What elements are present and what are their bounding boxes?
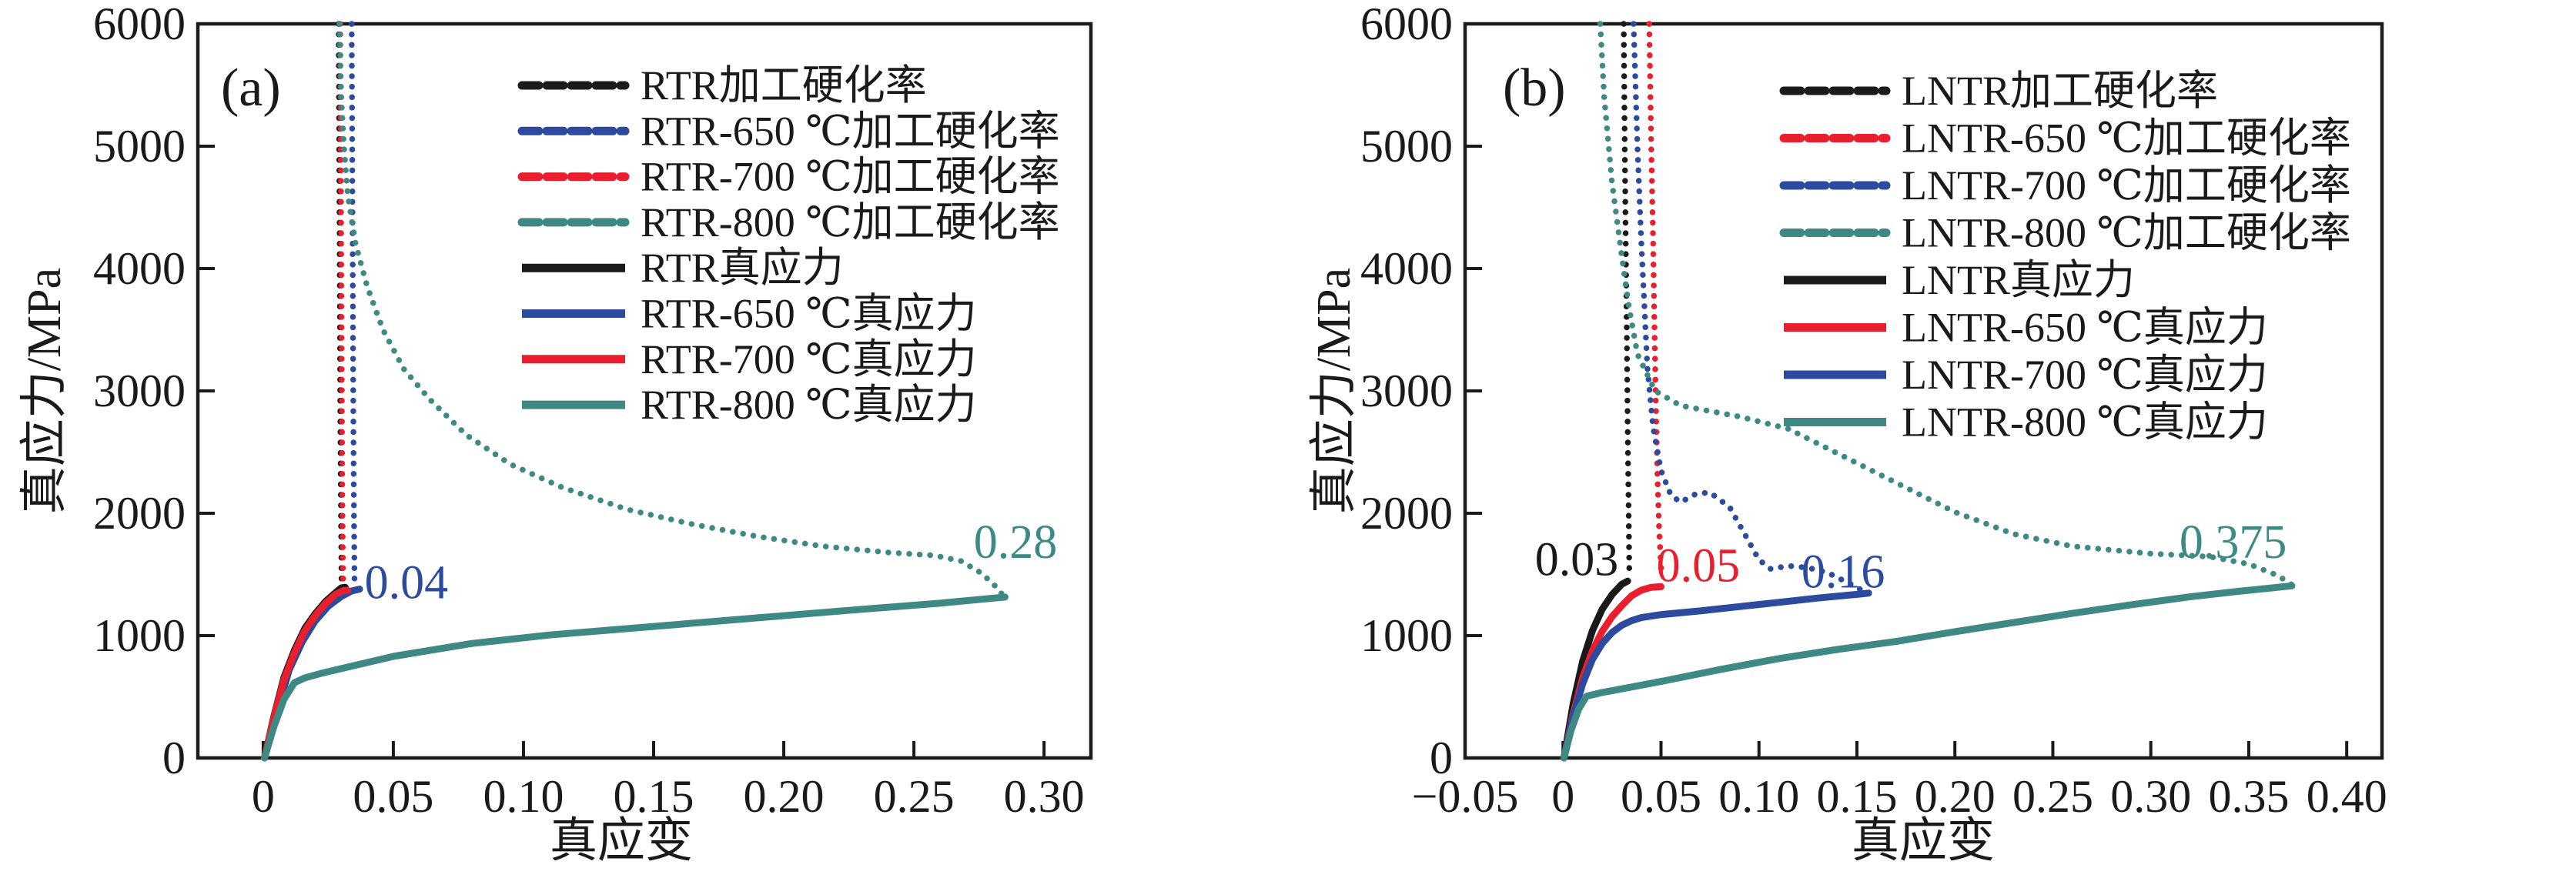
legend-label: LNTR真应力 bbox=[1902, 257, 2135, 303]
y-axis-title-a: 真应力/MPa bbox=[18, 267, 71, 515]
legend-label: LNTR-800 ℃加工硬化率 bbox=[1902, 210, 2351, 256]
annotation-0.28: 0.28 bbox=[974, 516, 1058, 569]
y-tick-label: 4000 bbox=[1360, 243, 1453, 294]
annotation-0.04: 0.04 bbox=[365, 557, 449, 609]
legend-label: LNTR-800 ℃真应力 bbox=[1902, 399, 2268, 446]
x-tick-label: 0.30 bbox=[2110, 771, 2191, 822]
annotation-0.05: 0.05 bbox=[1657, 539, 1741, 592]
y-tick-label: 0 bbox=[162, 733, 186, 783]
x-tick-label: 0.40 bbox=[2307, 771, 2387, 822]
legend-label: RTR-800 ℃加工硬化率 bbox=[641, 199, 1060, 245]
legend-label: RTR-800 ℃真应力 bbox=[641, 382, 977, 428]
panel-letter-b: (b) bbox=[1503, 58, 1566, 118]
y-tick-label: 5000 bbox=[93, 121, 186, 172]
y-tick-label: 0 bbox=[1430, 733, 1453, 783]
x-tick-label: 0.25 bbox=[2012, 771, 2093, 822]
panel-letter-a: (a) bbox=[221, 58, 281, 118]
y-tick-label: 6000 bbox=[93, 0, 186, 49]
legend-label: RTR-650 ℃真应力 bbox=[641, 291, 977, 337]
x-tick-label: 0.20 bbox=[744, 771, 825, 822]
legend-label: LNTR-650 ℃真应力 bbox=[1902, 305, 2268, 351]
x-tick-label: 0.05 bbox=[1621, 771, 1701, 822]
x-tick-label: 0.25 bbox=[874, 771, 955, 822]
stress-strain-chart-rtr: 0 1000 2000 3000 4000 5000 6000 0 0.05 0.10 0.15 0.… bbox=[93, 0, 1093, 822]
legend-label: RTR加工硬化率 bbox=[641, 62, 927, 108]
curve-dotted-blue bbox=[1631, 21, 1870, 596]
curve-dotted-teal bbox=[336, 21, 1007, 599]
curve-dotted-teal bbox=[1597, 21, 2295, 588]
x-tick-label: 0.15 bbox=[1816, 771, 1897, 822]
curve-dotted-blue bbox=[349, 21, 358, 586]
y-axis-title-b: 真应力/MPa bbox=[1308, 267, 1360, 515]
legend-label: RTR-650 ℃加工硬化率 bbox=[641, 108, 1060, 154]
legend-label: LNTR加工硬化率 bbox=[1902, 68, 2218, 114]
legend-label: LNTR-650 ℃加工硬化率 bbox=[1902, 115, 2351, 162]
x-tick-label: 0 bbox=[252, 771, 275, 822]
y-tick-label: 1000 bbox=[93, 610, 186, 661]
y-tick-label: 1000 bbox=[1360, 610, 1453, 661]
curve-solid-teal bbox=[1561, 582, 2296, 762]
curve-solid-blue bbox=[1561, 589, 1872, 762]
y-tick-label: 5000 bbox=[1360, 121, 1453, 172]
x-tick-label: −0.05 bbox=[1412, 771, 1519, 822]
y-tick-label: 3000 bbox=[1360, 366, 1453, 416]
curve-dotted-black bbox=[1621, 21, 1633, 572]
y-tick-label: 2000 bbox=[1360, 488, 1453, 539]
curve-dotted-red bbox=[1646, 21, 1665, 582]
x-tick-label: 0.20 bbox=[1915, 771, 1996, 822]
legend-label: LNTR-700 ℃加工硬化率 bbox=[1902, 162, 2351, 209]
curve-solid-red bbox=[261, 586, 352, 762]
legend-label: LNTR-700 ℃真应力 bbox=[1902, 352, 2268, 398]
legend-label: RTR真应力 bbox=[641, 245, 844, 291]
legend-label: RTR-700 ℃加工硬化率 bbox=[641, 154, 1060, 200]
x-tick-label: 0.35 bbox=[2208, 771, 2289, 822]
y-tick-label: 3000 bbox=[93, 366, 186, 416]
x-tick-label: 0.10 bbox=[483, 771, 564, 822]
legend-label: RTR-700 ℃真应力 bbox=[641, 336, 977, 382]
x-tick-label: 0.10 bbox=[1718, 771, 1799, 822]
annotation-0.375: 0.375 bbox=[2180, 516, 2287, 569]
x-tick-label: 0.15 bbox=[614, 771, 694, 822]
x-axis-title-b: 真应变 bbox=[1851, 815, 1995, 867]
x-axis-title-a: 真应变 bbox=[549, 815, 693, 867]
x-tick-label: 0 bbox=[1551, 771, 1574, 822]
curve-solid-teal bbox=[261, 593, 1009, 762]
annotation-0.16: 0.16 bbox=[1802, 546, 1885, 598]
y-tick-label: 2000 bbox=[93, 488, 186, 539]
y-tick-label: 6000 bbox=[1360, 0, 1453, 49]
x-tick-label: 0.30 bbox=[1004, 771, 1085, 822]
annotation-0.03: 0.03 bbox=[1535, 533, 1619, 586]
y-tick-label: 4000 bbox=[93, 243, 186, 294]
curve-dotted-red bbox=[337, 21, 346, 587]
x-tick-label: 0.05 bbox=[353, 771, 433, 822]
